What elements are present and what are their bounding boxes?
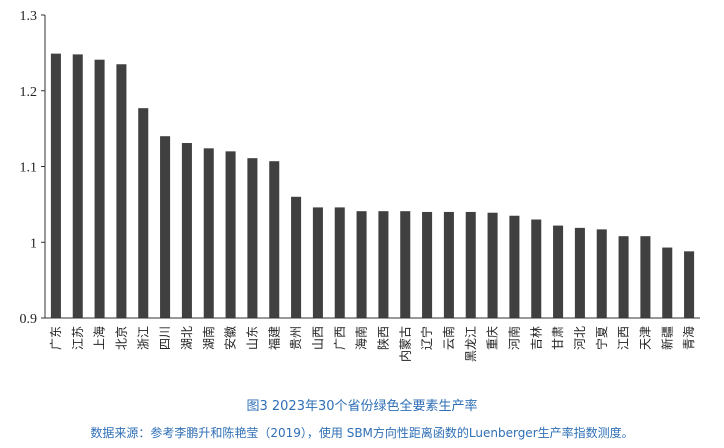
y-tick-label-3: 1.2 [20,85,38,100]
y-tick-label-2: 1.1 [20,161,38,176]
bar-0 [50,53,61,318]
bar-21 [509,215,520,318]
bar-28 [662,247,673,318]
y-tick-label-4: 1.3 [20,9,38,24]
bar-chart: 0.9 1 1.1 1.2 1.3 广东 江苏 上海 北京 浙江 四川 湖北 湖南 安徽 山东 福建 贵州 山西… [20,9,700,362]
bar-4 [138,108,149,318]
bar-26 [618,236,629,318]
x-tick-label-8: 安徽 [223,326,238,350]
bar-18 [443,211,454,318]
x-tick-label-28: 新疆 [659,326,674,350]
bar-8 [225,151,236,318]
x-tick-label-6: 湖北 [179,326,194,350]
x-tick-label-22: 吉林 [529,326,543,350]
bar-29 [684,251,695,318]
y-tick-label-0: 0.9 [20,312,38,327]
x-tick-label-21: 河南 [506,326,521,350]
bar-9 [247,158,258,318]
x-tick-label-13: 广西 [333,326,347,350]
x-tick-label-4: 浙江 [136,326,150,350]
x-tick-label-23: 甘肃 [551,326,565,350]
x-tick-label-12: 山西 [311,326,325,350]
bar-10 [269,161,280,318]
bar-20 [487,212,498,318]
x-tick-label-26: 江西 [617,326,631,350]
bars [50,53,695,319]
bar-6 [181,143,192,318]
x-tick-label-19: 黑龙江 [464,326,478,362]
x-axis-labels: 广东 江苏 上海 北京 浙江 四川 湖北 湖南 安徽 山东 福建 贵州 山西 广西 海南 陕西 内蒙古 辽宁 云南黑… [49,326,696,362]
x-tick-label-7: 湖南 [201,326,216,350]
bar-24 [574,227,585,318]
x-tick-label-0: 广东 [49,326,63,350]
bar-3 [116,64,127,319]
x-tick-label-14: 海南 [354,326,369,350]
bar-12 [312,207,323,318]
y-axis-ticks: 0.9 1 1.1 1.2 1.3 [20,9,45,327]
x-tick-label-1: 江苏 [71,326,85,350]
bar-14 [356,211,367,318]
bar-15 [378,211,389,318]
x-tick-label-3: 北京 [114,326,128,350]
x-tick-label-15: 陕西 [375,326,390,350]
bar-22 [531,219,542,318]
data-source-note: 数据来源：参考李鹏升和陈艳莹（2019），使用 SBM方向性距离函数的Luenb… [90,426,634,440]
bar-23 [553,225,564,318]
bar-2 [94,59,105,318]
bar-11 [291,196,302,318]
x-tick-label-24: 河北 [573,326,587,350]
x-tick-label-17: 辽宁 [419,326,434,350]
bar-13 [334,207,345,318]
x-tick-label-2: 上海 [92,326,107,350]
x-tick-label-25: 宁夏 [594,326,609,350]
x-tick-label-11: 贵州 [289,326,303,350]
x-tick-label-5: 四川 [158,326,172,350]
x-tick-label-18: 云南 [441,326,456,350]
y-tick-label-1: 1 [30,236,37,251]
figure-caption: 图3 2023年30个省份绿色全要素生产率 [246,399,478,414]
bar-16 [400,211,411,318]
x-tick-label-29: 青海 [681,326,696,350]
x-tick-label-27: 天津 [638,326,652,350]
x-tick-label-10: 福建 [266,326,281,350]
bar-5 [160,136,171,318]
x-tick-label-16: 内蒙古 [397,326,412,362]
bar-7 [203,148,214,318]
bar-17 [422,211,433,318]
bar-25 [596,229,607,318]
bar-1 [72,54,83,318]
bar-27 [640,236,651,318]
bar-19 [465,211,476,318]
x-tick-label-9: 山东 [245,326,259,350]
x-tick-label-20: 重庆 [486,326,500,350]
